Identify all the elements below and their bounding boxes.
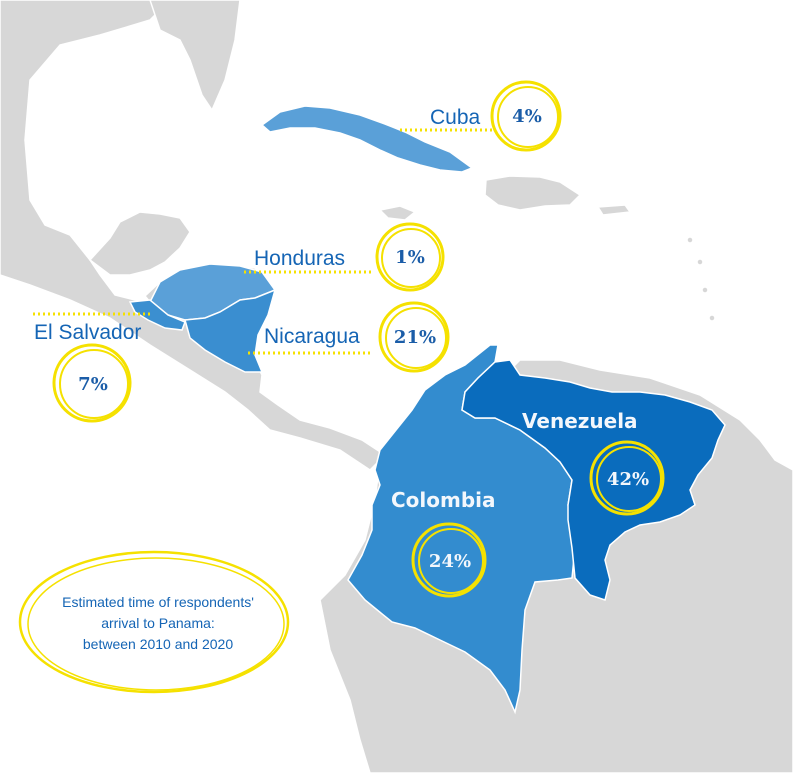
venezuela-percent: 42% [607,469,649,490]
colombia-label: Colombia [391,488,496,512]
colombia-percent: 24% [429,551,471,572]
leader-lines [33,128,492,355]
cuba-shape [260,105,474,173]
colombia-percent-ring [411,522,487,598]
venezuela-label: Venezuela [522,409,638,433]
land-florida [149,0,241,112]
arrival-note-line1: Estimated time of respondents' [62,594,254,610]
honduras-percent: 1% [395,247,425,268]
land-antilles-2 [696,258,704,266]
cuba-label: Cuba [430,106,481,129]
el-salvador-label: El Salvador [34,321,141,344]
land-puerto-rico [596,204,632,216]
nicaragua-shape [184,288,277,373]
arrival-note-line2: arrival to Panama: [101,615,215,631]
venezuela-shape [461,359,726,601]
nicaragua-percent: 21% [394,327,436,348]
el-salvador-percent: 7% [78,374,108,395]
land-hispaniola [484,175,582,211]
nicaragua-percent-ring [378,301,450,373]
land-antilles-1 [686,236,694,244]
land-yucatan [88,211,191,276]
highlighted-countries [128,105,726,715]
cuba-percent: 4% [512,106,542,127]
arrival-note-ring [18,550,290,694]
land-antilles-3 [701,286,709,294]
venezuela-percent-ring [589,440,665,516]
land-jamaica [378,205,417,221]
el-salvador-percent-ring [52,343,132,423]
land-antilles-4 [708,314,716,322]
cuba-percent-ring [490,80,562,152]
nicaragua-label: Nicaragua [264,325,360,348]
arrival-note-line3: between 2010 and 2020 [83,636,233,652]
honduras-label: Honduras [254,247,345,270]
honduras-percent-ring [375,222,445,292]
